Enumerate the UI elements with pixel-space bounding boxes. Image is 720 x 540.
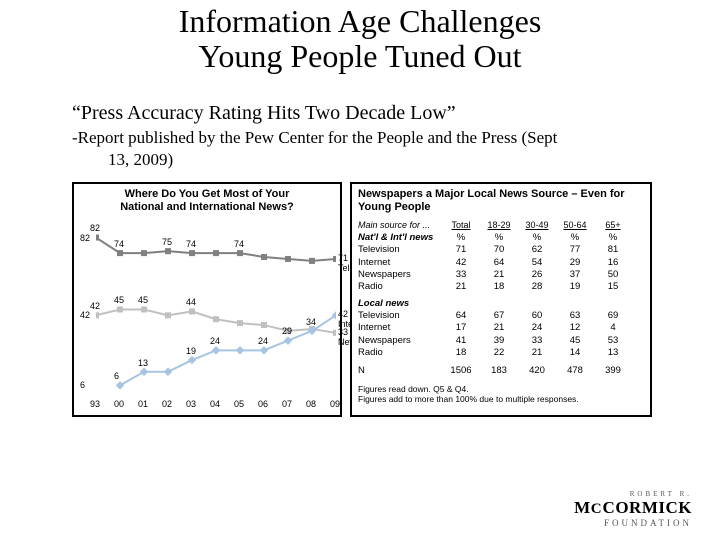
data-point-label: 29 — [282, 326, 292, 336]
data-point-label: 13 — [138, 358, 148, 368]
data-point-label: 24 — [258, 336, 268, 346]
chart-plot — [96, 222, 336, 397]
data-point-label: 75 — [162, 237, 172, 247]
table-header: Main source for ...Total18-2930-4950-646… — [358, 220, 644, 232]
mccormick-logo: ROBERT R. MCCORMICK FOUNDATION — [574, 490, 692, 528]
table-row: Internet4264542916 — [358, 257, 644, 269]
report-citation: -Report published by the Pew Center for … — [72, 127, 660, 170]
subtitle: “Press Accuracy Rating Hits Two Decade L… — [72, 102, 720, 125]
x-axis-label: 08 — [306, 399, 316, 409]
x-axis-label: 06 — [258, 399, 268, 409]
x-axis-label: 93 — [90, 399, 100, 409]
data-point-label: 42 — [90, 301, 100, 311]
data-point-label: 19 — [186, 346, 196, 356]
x-axis-label: 04 — [210, 399, 220, 409]
y-axis-label: 6 — [80, 380, 85, 390]
data-point-label: 34 — [306, 317, 316, 327]
data-point-label: 45 — [138, 295, 148, 305]
data-point-label: 74 — [114, 239, 124, 249]
data-point-label: 74 — [234, 239, 244, 249]
data-point-label: 44 — [186, 297, 196, 307]
data-point-label: 24 — [210, 336, 220, 346]
table-footnote: Figures read down. Q5 & Q4. Figures add … — [358, 384, 644, 404]
y-axis-label: 42 — [80, 310, 90, 320]
table-row: Television6467606369 — [358, 310, 644, 322]
x-axis-label: 00 — [114, 399, 124, 409]
news-source-chart: Where Do You Get Most of Your National a… — [72, 182, 342, 417]
chart-title: Where Do You Get Most of Your National a… — [74, 184, 340, 216]
x-axis-label: 03 — [186, 399, 196, 409]
table-row: Radio1822211413 — [358, 347, 644, 359]
x-axis-label: 02 — [162, 399, 172, 409]
table-row: Internet172124124 — [358, 322, 644, 334]
x-axis-label: 09 — [330, 399, 340, 409]
table-section-header: Local news — [358, 298, 644, 310]
data-point-label: 82 — [90, 223, 100, 233]
news-source-table: Newspapers a Major Local News Source – E… — [350, 182, 652, 417]
data-point-label: 74 — [186, 239, 196, 249]
table-row: Television7170627781 — [358, 244, 644, 256]
x-axis-label: 01 — [138, 399, 148, 409]
table-row: N1506183420478399 — [358, 365, 644, 377]
table-section-header: Nat'l & Int'l news%%%%% — [358, 232, 644, 244]
data-point-label: 6 — [114, 371, 119, 381]
x-axis-label: 05 — [234, 399, 244, 409]
table-title: Newspapers a Major Local News Source – E… — [358, 188, 644, 214]
data-point-label: 45 — [114, 295, 124, 305]
y-axis-label: 82 — [80, 233, 90, 243]
x-axis-label: 07 — [282, 399, 292, 409]
slide-title: Information Age Challenges Young People … — [0, 4, 720, 74]
table-row: Newspapers4139334553 — [358, 335, 644, 347]
table-row: Newspapers3321263750 — [358, 269, 644, 281]
table-row: Radio2118281915 — [358, 281, 644, 293]
